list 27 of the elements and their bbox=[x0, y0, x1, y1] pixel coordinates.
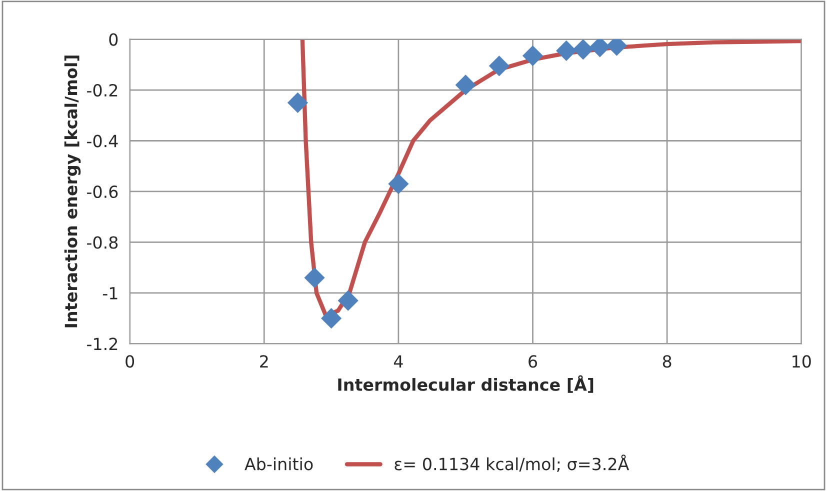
y-tick-label: 0 bbox=[109, 33, 118, 46]
point bbox=[522, 45, 544, 66]
point bbox=[287, 92, 308, 113]
point bbox=[572, 39, 594, 60]
point bbox=[388, 174, 409, 194]
x-tick-label: 2 bbox=[260, 355, 268, 368]
point bbox=[455, 74, 476, 96]
y-axis-title: Interaction energy [kcal/mol] bbox=[64, 56, 81, 328]
y-tick-label: -1.2 bbox=[87, 338, 118, 350]
x-tick-label: 10 bbox=[792, 355, 811, 368]
x-tick-label: 8 bbox=[662, 355, 672, 368]
y-tick-label: -0.6 bbox=[87, 185, 118, 198]
point bbox=[304, 267, 325, 288]
x-tick-label: 0 bbox=[126, 355, 134, 368]
y-tick-label: -0.2 bbox=[87, 84, 118, 97]
x-tick-label: 6 bbox=[528, 355, 538, 368]
y-tick-label: -1 bbox=[102, 287, 118, 300]
point bbox=[556, 40, 577, 61]
y-tick-label: -0.4 bbox=[87, 134, 118, 148]
legend-label: Ab-initio bbox=[244, 457, 313, 470]
y-tick-label: -0.8 bbox=[87, 236, 118, 249]
x-axis-title: Intermolecular distance [Å] bbox=[338, 375, 594, 393]
point bbox=[488, 56, 510, 76]
x-tick-label: 4 bbox=[394, 355, 403, 368]
legend-label: ε= 0.1134 kcal/mol; σ=3.2Å bbox=[394, 454, 630, 472]
point bbox=[338, 290, 358, 311]
point bbox=[320, 308, 342, 329]
